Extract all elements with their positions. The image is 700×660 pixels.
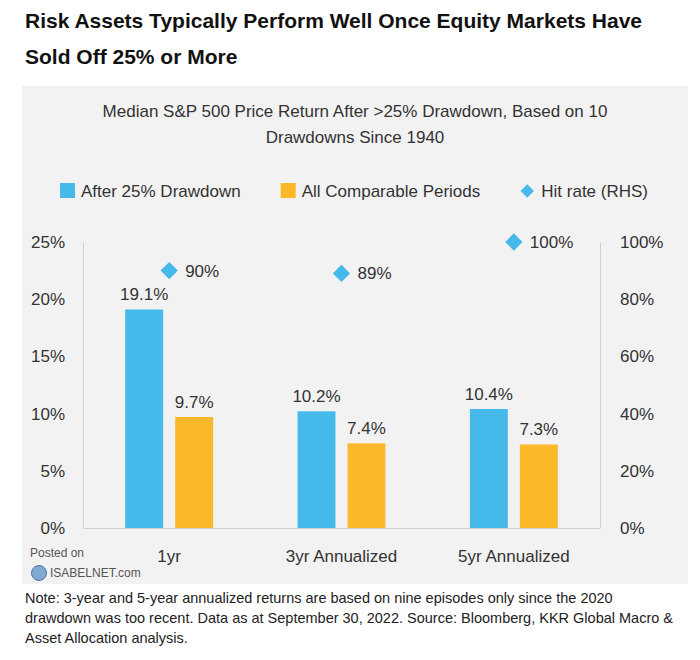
- tick: 10%: [31, 405, 83, 424]
- tick: 80%: [600, 290, 654, 309]
- data-label: 19.1%: [120, 285, 168, 304]
- tick: 60%: [600, 347, 654, 366]
- background: [0, 0, 700, 660]
- tick-label: 20%: [31, 290, 65, 309]
- legend-label: All Comparable Periods: [302, 182, 481, 201]
- data-label: 10.4%: [465, 385, 513, 404]
- chart-container: Risk Assets Typically Perform Well Once …: [0, 0, 700, 660]
- tick: 20%: [31, 290, 83, 309]
- legend-swatch: [60, 183, 75, 198]
- axis: 0% 5% 10% 15% 20% 25%: [31, 233, 84, 538]
- watermark-text: ISABELNET.com: [50, 566, 141, 580]
- tick: 100%: [600, 233, 663, 252]
- tick: 1yr: [157, 547, 181, 566]
- tick: 5yr Annualized: [458, 547, 570, 566]
- plot-area: [125, 233, 558, 528]
- watermark-icon: [32, 566, 47, 581]
- tick: 3yr Annualized: [286, 547, 398, 566]
- bar: [175, 417, 213, 528]
- tick-label: 25%: [31, 233, 65, 252]
- note-line: Asset Allocation analysis.: [25, 630, 188, 646]
- chart-title-line: Risk Assets Typically Perform Well Once …: [25, 9, 642, 32]
- watermark: Posted on ISABELNET.com: [30, 546, 141, 581]
- tick-label: 80%: [620, 290, 654, 309]
- chart-svg: Risk Assets Typically Perform Well Once …: [0, 0, 700, 660]
- bar: [520, 444, 558, 528]
- chart-subtitle-line: Drawdowns Since 1940: [266, 128, 445, 147]
- data-labels: 19.1% 10.2% 10.4% 9.7% 7.4% 7.3% 90% 89% 100%: [120, 233, 573, 439]
- tick-label: 40%: [620, 405, 654, 424]
- data-label: 100%: [530, 233, 573, 252]
- data-label: 90%: [185, 262, 219, 281]
- legend: After 25% Drawdown All Comparable Periods…: [60, 182, 648, 201]
- tick: 5%: [40, 462, 83, 481]
- legend-swatch: [521, 184, 534, 197]
- axis-line: [600, 243, 601, 529]
- axis: 0% 20% 40% 60% 80% 100%: [600, 233, 663, 538]
- axis-line: [84, 528, 601, 529]
- bar: [298, 411, 336, 528]
- tick-label: 0%: [620, 519, 645, 538]
- tick-label: 100%: [620, 233, 663, 252]
- data-label: 89%: [358, 264, 392, 283]
- series-bar: [175, 417, 558, 528]
- series-scatter: [161, 233, 523, 282]
- tick: 40%: [600, 405, 654, 424]
- chart-subtitle-line: Median S&P 500 Price Return After >25% D…: [103, 102, 608, 121]
- note-line: drawdown was too recent. Data as at Sept…: [25, 610, 673, 626]
- legend-label: Hit rate (RHS): [541, 182, 648, 201]
- panel-background: [22, 86, 688, 584]
- tick: 15%: [31, 347, 83, 366]
- tick: 0%: [600, 519, 645, 538]
- chart-title: Risk Assets Typically Perform Well Once …: [25, 9, 642, 68]
- tick: 0%: [40, 519, 83, 538]
- note: Note: 3-year and 5-year annualized retur…: [25, 590, 673, 646]
- tick-label: 5yr Annualized: [458, 547, 570, 566]
- note-line: Note: 3-year and 5-year annualized retur…: [25, 590, 613, 606]
- bar: [348, 443, 386, 528]
- tick-label: 15%: [31, 347, 65, 366]
- point: [161, 262, 178, 279]
- legend-swatch: [281, 183, 296, 198]
- bar: [470, 409, 508, 528]
- tick-label: 10%: [31, 405, 65, 424]
- tick-label: 0%: [40, 519, 65, 538]
- legend-label: After 25% Drawdown: [81, 182, 241, 201]
- bar: [125, 309, 163, 528]
- tick: 20%: [600, 462, 654, 481]
- tick-label: 1yr: [157, 547, 181, 566]
- data-label: 9.7%: [175, 393, 214, 412]
- axis-line: [83, 243, 84, 529]
- point: [333, 265, 350, 282]
- data-label: 10.2%: [292, 387, 340, 406]
- tick-label: 5%: [40, 462, 65, 481]
- watermark-text: Posted on: [30, 546, 84, 560]
- data-label: 7.4%: [347, 419, 386, 438]
- data-label: 7.3%: [519, 420, 558, 439]
- chart-title-line: Sold Off 25% or More: [25, 45, 237, 68]
- point: [505, 233, 522, 250]
- tick-label: 60%: [620, 347, 654, 366]
- tick-label: 20%: [620, 462, 654, 481]
- tick-label: 3yr Annualized: [286, 547, 398, 566]
- series-bar: [125, 309, 508, 528]
- chart-subtitle: Median S&P 500 Price Return After >25% D…: [103, 102, 608, 147]
- axis: 1yr 3yr Annualized 5yr Annualized: [84, 529, 601, 567]
- tick: 25%: [31, 233, 83, 252]
